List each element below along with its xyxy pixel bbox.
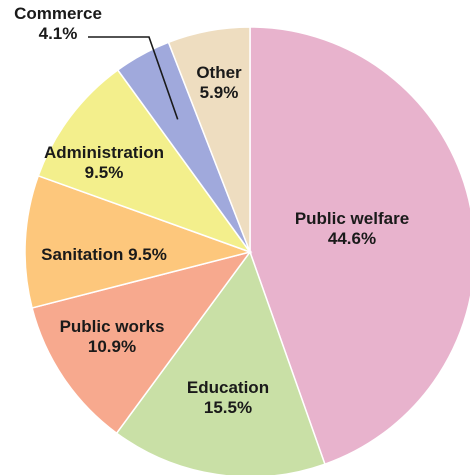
slice-label-education: Education 15.5%	[187, 378, 269, 417]
slice-label-public-works: Public works 10.9%	[60, 317, 165, 356]
pie-labels: Public welfare 44.6% Education 15.5% Public …	[14, 4, 409, 417]
slice-label-commerce: Commerce 4.1%	[14, 4, 102, 43]
pie-slice-public-works	[31, 250, 252, 435]
pie-slice-sanitation	[24, 174, 253, 309]
slice-label-administration: Administration 9.5%	[44, 143, 164, 182]
slice-label-other: Other 5.9%	[196, 63, 242, 102]
commerce-leader-line	[88, 36, 179, 120]
pie-slice-public-welfare	[249, 26, 470, 466]
pie-slice-administration	[37, 68, 253, 254]
slice-label-sanitation: Sanitation 9.5%	[41, 245, 167, 264]
pie-slice-other	[167, 26, 251, 253]
slice-label-public-welfare: Public welfare 44.6%	[295, 209, 409, 248]
pie-slices	[24, 26, 470, 475]
